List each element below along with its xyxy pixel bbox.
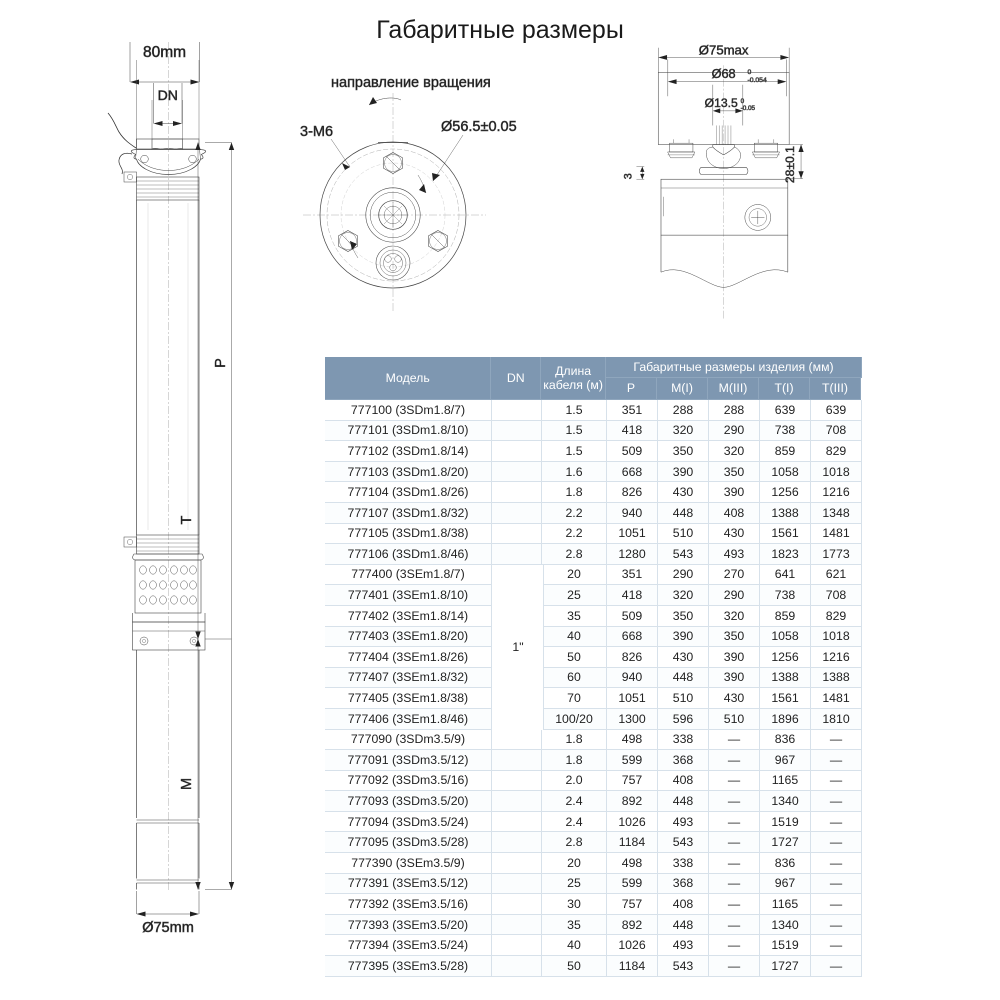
svg-text:DN: DN <box>158 87 178 103</box>
svg-text:28±0.1: 28±0.1 <box>783 146 797 183</box>
svg-text:Ø56.5±0.05: Ø56.5±0.05 <box>441 119 517 135</box>
svg-text:Ø13.5: Ø13.5 <box>705 96 738 110</box>
svg-text:направление вращения: направление вращения <box>331 75 491 91</box>
svg-text:T: T <box>179 515 195 524</box>
svg-text:3: 3 <box>623 173 635 179</box>
svg-text:Ø68: Ø68 <box>712 67 736 81</box>
svg-text:M: M <box>179 778 195 790</box>
svg-text:80mm: 80mm <box>143 44 186 61</box>
svg-text:Ø75mm: Ø75mm <box>142 920 194 936</box>
svg-text:-0.05: -0.05 <box>741 105 756 112</box>
svg-text:3-M6: 3-M6 <box>300 124 333 140</box>
svg-text:-0.054: -0.054 <box>747 77 766 84</box>
svg-text:Ø75max: Ø75max <box>699 43 749 58</box>
svg-text:P: P <box>213 358 229 368</box>
